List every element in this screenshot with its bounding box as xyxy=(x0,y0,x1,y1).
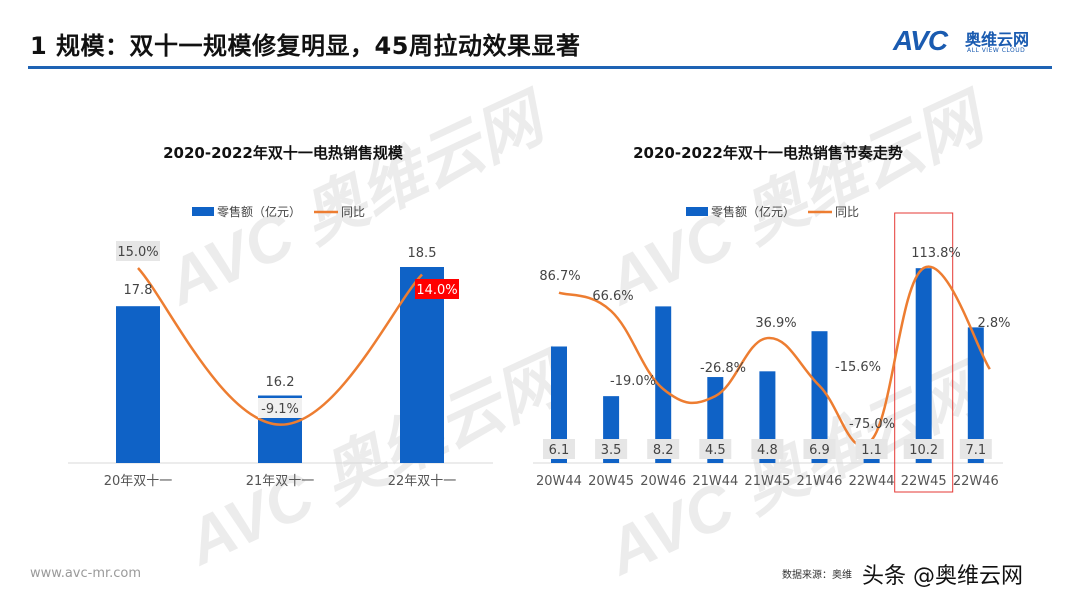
bar xyxy=(811,331,828,463)
x-tick-label: 22W45 xyxy=(901,474,947,489)
bar-value-label: 1.1 xyxy=(861,443,882,458)
x-tick-label: 20年双十一 xyxy=(104,474,173,489)
yoy-line xyxy=(137,267,423,426)
x-tick-label: 21W44 xyxy=(692,474,738,489)
x-tick-label: 21W45 xyxy=(744,474,790,489)
legend-bar-swatch xyxy=(686,207,708,216)
x-tick-label: 20W45 xyxy=(588,474,634,489)
bar-value-label-bg xyxy=(543,439,575,459)
yoy-label-bg xyxy=(415,279,459,299)
bar-value-label-bg xyxy=(647,439,680,459)
footer-url[interactable]: www.avc-mr.com xyxy=(30,566,142,581)
bar xyxy=(551,346,567,463)
bar-value-label: 6.1 xyxy=(549,443,570,458)
x-tick-label: 22年双十一 xyxy=(388,474,457,489)
bar xyxy=(915,268,932,463)
x-tick-label: 22W46 xyxy=(953,474,999,489)
bar xyxy=(400,267,444,463)
bar-value-label-bg xyxy=(855,439,888,459)
yoy-label: -9.1% xyxy=(261,402,299,417)
chart-title: 2020-2022年双十一电热销售节奏走势 xyxy=(633,144,903,162)
x-tick-label: 22W44 xyxy=(849,474,895,489)
yoy-label: 86.7% xyxy=(539,269,580,284)
bar-value-label-bg xyxy=(959,439,992,459)
x-tick-label: 21年双十一 xyxy=(246,474,315,489)
toutiao-watermark: 头条 @奥维云网 xyxy=(862,564,1023,589)
data-source: 数据来源：奥维 xyxy=(782,570,852,581)
bar-value-label: 4.8 xyxy=(757,443,778,458)
bar-value-label-bg xyxy=(803,439,836,459)
yoy-label: 2.8% xyxy=(977,316,1010,331)
yoy-label: -75.0% xyxy=(849,417,895,432)
bar-value-label: 7.1 xyxy=(965,443,986,458)
chart-title: 2020-2022年双十一电热销售规模 xyxy=(163,144,404,162)
bar xyxy=(967,327,984,463)
legend-bar-label: 零售额（亿元） xyxy=(217,204,301,219)
yoy-label: -19.0% xyxy=(610,374,656,389)
x-tick-label: 20W46 xyxy=(640,474,686,489)
legend-line-label: 同比 xyxy=(835,205,859,219)
bar-value-label-bg xyxy=(903,439,944,459)
bar-value-label: 6.9 xyxy=(809,443,830,458)
highlight-box xyxy=(894,212,954,493)
avc-logo: AVC 奥维云网 ALL VIEW CLOUD xyxy=(893,25,1030,56)
bar-value-label: 3.5 xyxy=(601,443,622,458)
yoy-label-bg xyxy=(116,241,160,261)
bar xyxy=(655,306,672,463)
x-tick-label: 21W46 xyxy=(797,474,843,489)
yoy-label: -15.6% xyxy=(835,360,881,375)
bar-value-label: 4.5 xyxy=(705,443,726,458)
bar xyxy=(116,306,160,463)
yoy-label: -26.8% xyxy=(700,361,746,376)
legend-line-label: 同比 xyxy=(341,205,365,219)
yoy-label: 14.0% xyxy=(416,283,457,298)
bar-value-label-bg xyxy=(699,439,732,459)
legend-bar-label: 零售额（亿元） xyxy=(711,204,795,219)
yoy-label: 113.8% xyxy=(911,246,961,261)
header-divider xyxy=(28,66,1052,69)
bar-value-label: 16.2 xyxy=(266,375,295,390)
yoy-label-bg xyxy=(258,398,302,418)
bar-value-label-bg xyxy=(751,439,784,459)
bar-value-label: 18.5 xyxy=(408,246,437,261)
bar-value-label-bg xyxy=(595,439,628,459)
x-tick-label: 20W44 xyxy=(536,474,582,489)
legend-bar-swatch xyxy=(192,207,214,216)
bar-value-label: 8.2 xyxy=(653,443,674,458)
bar-value-label: 17.8 xyxy=(124,283,153,298)
yoy-label: 36.9% xyxy=(755,316,796,331)
bar-value-label: 10.2 xyxy=(909,443,938,458)
page-title: 1 规模：双十一规模修复明显，45周拉动效果显著 xyxy=(30,32,581,60)
yoy-label: 15.0% xyxy=(117,245,158,260)
yoy-line xyxy=(558,265,991,447)
yoy-label: 66.6% xyxy=(592,289,633,304)
